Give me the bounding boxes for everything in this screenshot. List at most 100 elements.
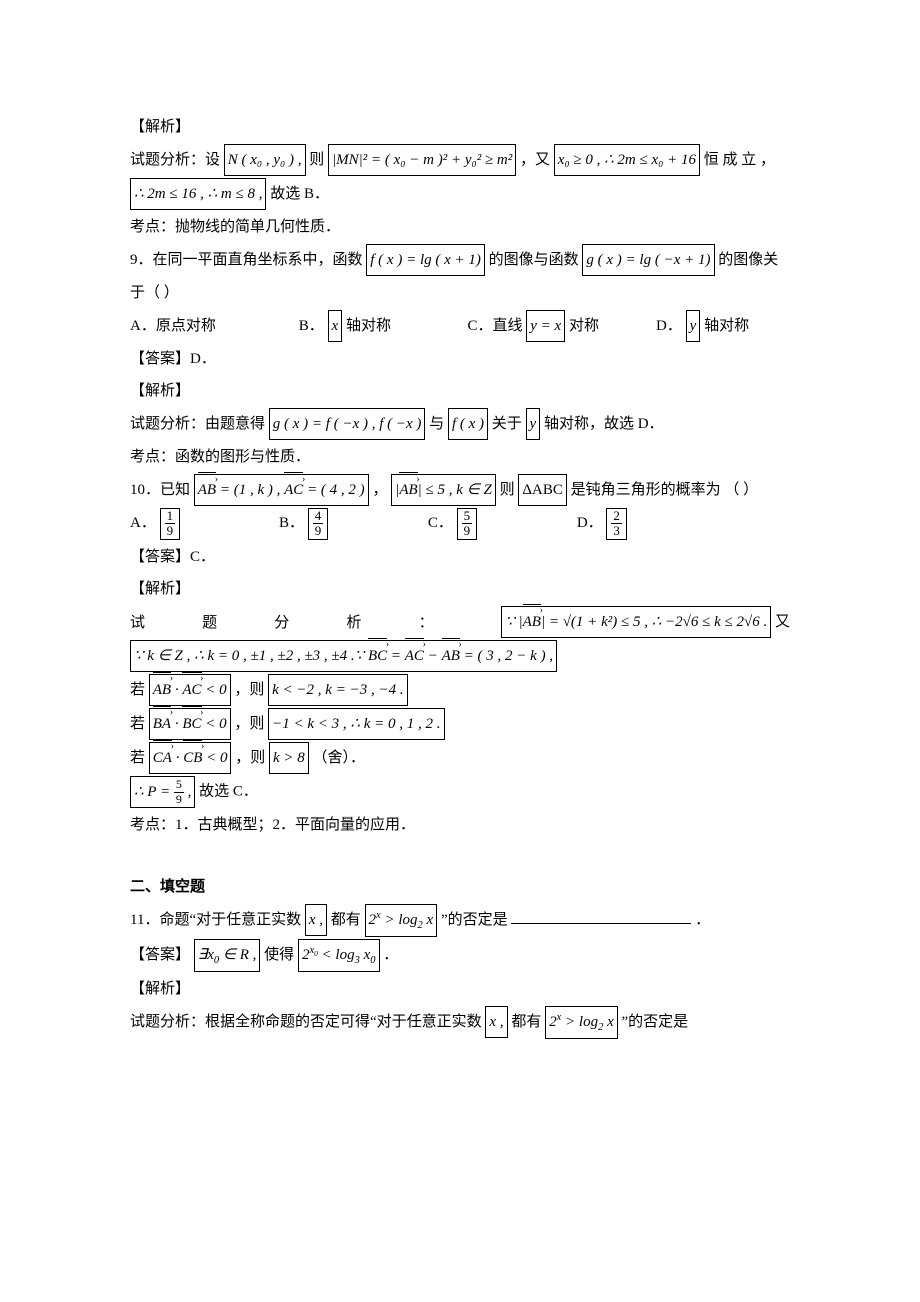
text: 试题分析：设 xyxy=(130,152,220,168)
q10-analysis-if2: 若 BA› · BC› < 0 ，则 −1 < k < 3 , ∴ k = 0 … xyxy=(130,708,790,740)
q9-stem-line2: 于（ ） xyxy=(130,278,790,308)
text: C． xyxy=(428,515,453,531)
text: 使得 xyxy=(264,947,294,963)
text: 的图像关 xyxy=(718,252,778,268)
vector-AB: AB› xyxy=(198,475,216,505)
text: 9．在同一平面直角坐标系中，函数 xyxy=(130,252,363,268)
text: 10．已知 xyxy=(130,482,190,498)
text: B． xyxy=(279,515,304,531)
formula-box: x₀ ≥ 0 , ∴ 2m ≤ x₀ + 16 xyxy=(554,144,700,176)
blank-underline xyxy=(511,923,691,924)
answer-label: 【答案】 xyxy=(130,947,190,963)
q10-analysis-heading: 【解析】 xyxy=(130,574,790,604)
text: 是钝角三角形的概率为 （ ） xyxy=(571,482,759,498)
formula-box: AB› · AC› < 0 xyxy=(149,674,231,706)
formula-box: g ( x ) = lg ( −x + 1) xyxy=(582,244,714,276)
formula-box: 2x > log2 x xyxy=(545,1006,618,1039)
numerator: 4 xyxy=(313,509,324,524)
formula-box: 2x0 < log3 x0 xyxy=(298,939,380,972)
numerator: 2 xyxy=(611,509,622,524)
q9-kaodian: 考点：函数的图形与性质． xyxy=(130,442,790,472)
denominator: 9 xyxy=(462,524,473,538)
fraction-box: 49 xyxy=(308,508,329,540)
prev-kaodian: 考点：抛物线的简单几何性质． xyxy=(130,212,790,242)
text: ”的否定是 xyxy=(622,1014,689,1030)
formula-box: |MN|² = ( x₀ − m )² + y₀² ≥ m² xyxy=(328,144,516,176)
answer-value: D． xyxy=(190,351,216,367)
formula-box: x xyxy=(328,310,343,342)
formula-box: x , xyxy=(305,904,327,936)
numerator: 1 xyxy=(165,509,176,524)
q10-optA: A． 19 xyxy=(130,508,275,540)
text: 对称 xyxy=(569,318,599,334)
q9-optB: B． x 轴对称 xyxy=(299,310,464,342)
q10-stem: 10．已知 AB› = (1 , k ) , AC› = ( 4 , 2 ) ，… xyxy=(130,474,790,506)
text: 试题分析：由题意得 xyxy=(130,416,265,432)
q10-options: A． 19 B． 49 C． 59 D． 23 xyxy=(130,508,790,540)
q10-kaodian: 考点：1．古典概型；2．平面向量的应用． xyxy=(130,810,790,840)
formula-box: N ( x₀ , y₀ ) , xyxy=(224,144,306,176)
q9-optA: A．原点对称 xyxy=(130,311,295,341)
text: C．直线 xyxy=(468,318,523,334)
formula-box: BA› · BC› < 0 xyxy=(149,708,231,740)
formula-box: ∃x0 ∈ R , xyxy=(194,939,261,972)
formula-box: ∵ k ∈ Z , ∴ k = 0 , ±1 , ±2 , ±3 , ±4 .∵… xyxy=(130,640,557,672)
formula-box: CA› · CB› < 0 xyxy=(149,742,232,774)
text: 分 xyxy=(274,608,289,638)
text: 题 xyxy=(202,608,217,638)
prev-analysis-heading: 【解析】 xyxy=(130,112,790,142)
q10-analysis-P: ∴ P = 59 , 故选 C． xyxy=(130,776,790,808)
formula-box: x , xyxy=(485,1006,507,1038)
answer-label: 【答案】 xyxy=(130,549,190,565)
text: ． xyxy=(695,912,710,928)
formula-box: ΔABC xyxy=(518,474,567,506)
text: 都有 xyxy=(511,1014,541,1030)
formula-box: k > 8 xyxy=(269,742,309,774)
text: A． xyxy=(130,515,156,531)
q10-analysis-line1: 试 题 分 析 ： ∵ |AB›| = √(1 + k²) ≤ 5 , ∴ −2… xyxy=(130,606,790,638)
vector-AC: AC› xyxy=(284,475,303,505)
text: 轴对称 xyxy=(704,318,749,334)
q9-optC: C．直线 y = x 对称 xyxy=(468,310,653,342)
q9-analysis-body: 试题分析：由题意得 g ( x ) = f ( −x ) , f ( −x ) … xyxy=(130,408,790,440)
denominator: 9 xyxy=(313,524,324,538)
formula-box: ∵ |AB›| = √(1 + k²) ≤ 5 , ∴ −2√6 ≤ k ≤ 2… xyxy=(501,606,771,638)
text: ，则 xyxy=(235,750,265,766)
formula-box: AB› = (1 , k ) , AC› = ( 4 , 2 ) xyxy=(194,474,369,506)
prev-analysis-line2: ∴ 2m ≤ 16 , ∴ m ≤ 8 , 故选 B． xyxy=(130,178,790,210)
formula-box: ∴ 2m ≤ 16 , ∴ m ≤ 8 , xyxy=(130,178,266,210)
q11-answer: 【答案】 ∃x0 ∈ R , 使得 2x0 < log3 x0 ． xyxy=(130,939,790,972)
text: ： xyxy=(419,608,434,638)
q9-optD: D． y 轴对称 xyxy=(656,310,801,342)
numerator: 5 xyxy=(462,509,473,524)
formula-box: f ( x ) xyxy=(448,408,488,440)
q11-analysis-body: 试题分析：根据全称命题的否定可得“对于任意正实数 x , 都有 2x > log… xyxy=(130,1006,790,1039)
q9-analysis-heading: 【解析】 xyxy=(130,376,790,406)
formula-box: |AB›| ≤ 5 , k ∈ Z xyxy=(391,474,496,506)
q9-answer: 【答案】D． xyxy=(130,344,790,374)
formula-box: ∴ P = 59 , xyxy=(130,776,195,808)
formula-box: g ( x ) = f ( −x ) , f ( −x ) xyxy=(269,408,426,440)
q9-stem-line1: 9．在同一平面直角坐标系中，函数 f ( x ) = lg ( x + 1) 的… xyxy=(130,244,790,276)
q10-answer: 【答案】C． xyxy=(130,542,790,572)
text: ， xyxy=(372,482,387,498)
fraction-box: 59 xyxy=(457,508,478,540)
q9-options: A．原点对称 B． x 轴对称 C．直线 y = x 对称 D． y 轴对称 xyxy=(130,310,790,342)
text: 11．命题“对于任意正实数 xyxy=(130,912,301,928)
q10-optB: B． 49 xyxy=(279,508,424,540)
answer-value: C． xyxy=(190,549,215,565)
denominator: 9 xyxy=(165,524,176,538)
formula-box: y xyxy=(526,408,541,440)
formula-box: f ( x ) = lg ( x + 1) xyxy=(366,244,485,276)
q10-optC: C． 59 xyxy=(428,508,573,540)
text: 若 xyxy=(130,750,145,766)
text: 析 xyxy=(346,608,361,638)
text: 若 xyxy=(130,682,145,698)
formula-box: y xyxy=(686,310,701,342)
q11-stem: 11．命题“对于任意正实数 x , 都有 2x > log2 x ”的否定是 ． xyxy=(130,904,790,937)
text: 恒 成 立 ， xyxy=(704,152,775,168)
fraction-box: 23 xyxy=(606,508,627,540)
text: 则 xyxy=(309,152,324,168)
formula-box: k < −2 , k = −3 , −4 . xyxy=(268,674,407,706)
text: 又 xyxy=(775,614,790,630)
